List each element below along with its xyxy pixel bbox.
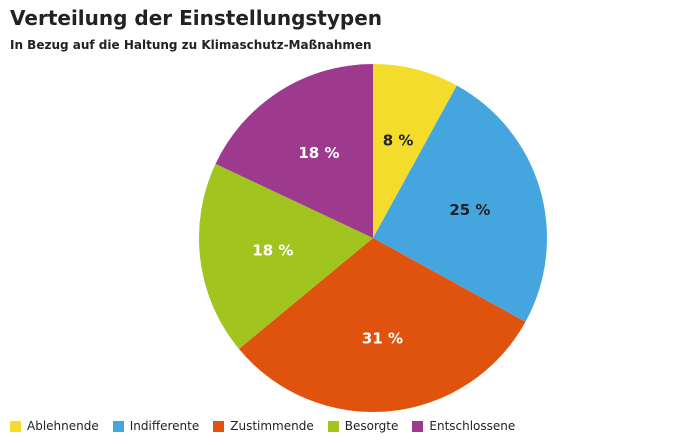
legend-label: Besorgte	[344, 419, 399, 433]
legend-swatch	[412, 420, 424, 432]
legend-item-indifferente: Indifferente	[112, 419, 200, 433]
legend-label: Indifferente	[129, 419, 200, 433]
legend-item-entschlossene: Entschlossene	[412, 419, 515, 433]
legend-label: Entschlossene	[429, 419, 516, 433]
legend: Ablehnende Indifferente Zustimmende Beso…	[10, 419, 515, 433]
legend-label: Ablehnende	[27, 419, 99, 433]
pie-slice-entschlossene	[215, 64, 373, 238]
legend-swatch	[213, 420, 225, 432]
legend-swatch	[10, 420, 21, 432]
data-label-entschlossene: 18 %	[298, 144, 339, 162]
legend-label: Zustimmende	[230, 419, 314, 433]
pie-slice-zustimmende	[238, 238, 526, 412]
data-label-ablehnende: 8 %	[383, 131, 414, 149]
chart-title: Verteilung der Einstellungstypen	[10, 6, 383, 30]
legend-swatch	[112, 420, 124, 432]
data-label-zustimmende: 31 %	[362, 329, 403, 347]
data-label-indifferente: 25 %	[449, 201, 490, 219]
legend-item-ablehnende: Ablehnende	[10, 419, 99, 433]
pie-slice-besorgte	[198, 163, 373, 349]
legend-swatch	[327, 420, 339, 432]
legend-item-besorgte: Besorgte	[327, 419, 399, 433]
pie-slice-ablehnende	[373, 64, 457, 238]
chart-subtitle: In Bezug auf die Haltung zu Klimaschutz-…	[10, 38, 372, 52]
data-label-besorgte: 18 %	[252, 242, 293, 260]
pie-slice-indifferente	[373, 85, 547, 322]
legend-item-zustimmende: Zustimmende	[213, 419, 314, 433]
